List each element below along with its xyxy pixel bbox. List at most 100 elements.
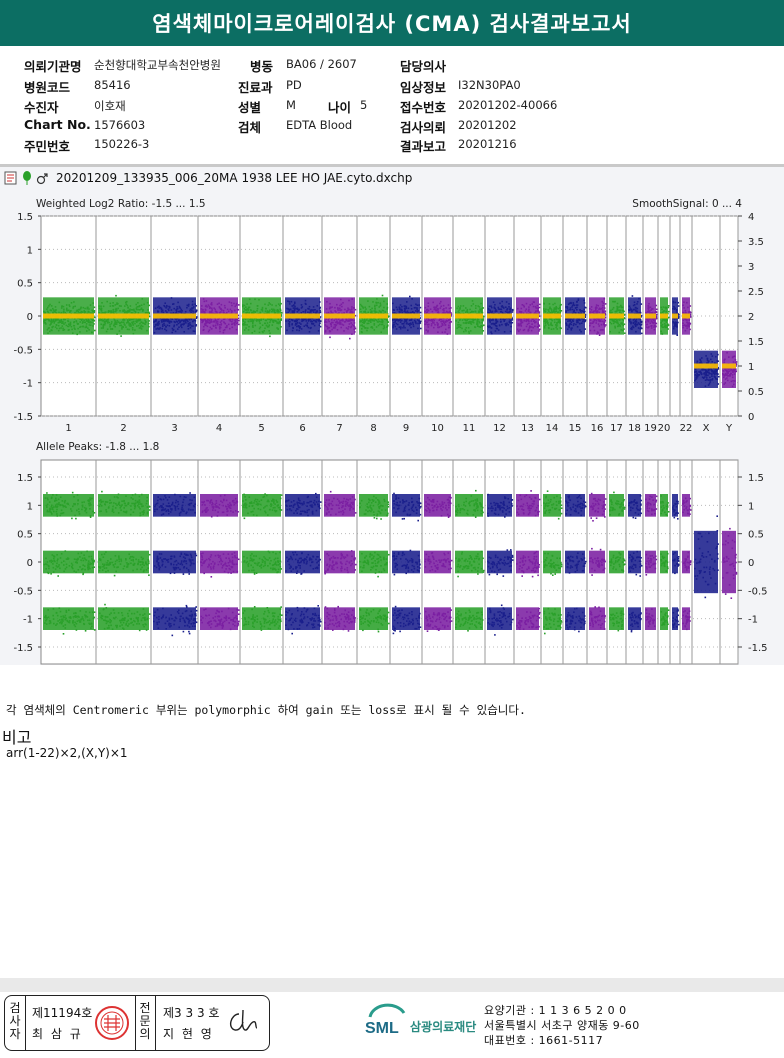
chromosome-label: 12 (493, 423, 506, 434)
ward-label: 병동 (250, 59, 274, 74)
chromosome-label: 8 (370, 423, 376, 434)
sml-logo-text: SML (365, 1020, 399, 1037)
chromosome-label: 9 (403, 423, 409, 434)
chromosome-label: Y (725, 423, 733, 434)
y-tick-label: 0.5 (17, 279, 33, 290)
chart-no-label: Chart No. (24, 117, 91, 132)
patient-info-block: 의뢰기관명 순천향대학교부속천안병원 병동 BA06 / 2607 담당의사 병… (0, 46, 784, 164)
y2-tick-label: -1 (748, 615, 758, 626)
chromosome-label: 17 (610, 423, 623, 434)
chromosome-18-points-2 (628, 494, 643, 633)
clinical-label: 임상정보 (400, 80, 447, 95)
chromosome-label: 10 (431, 423, 444, 434)
y2-tick-label: 0 (748, 558, 754, 569)
chromosome-label: 3 (171, 423, 177, 434)
y-tick-label: -1 (23, 379, 33, 390)
chromosome-12-points-2 (487, 493, 514, 636)
org-name: 삼광의료재단 (410, 1020, 477, 1034)
chromosome-2-points-2 (98, 490, 151, 632)
chromosome-22-points-2 (682, 494, 692, 631)
y-tick-label: -1.5 (13, 412, 33, 423)
male-sex-icon (36, 171, 48, 185)
chromosome-label: 14 (546, 423, 559, 434)
centromere-note: 각 염색체의 Centromeric 부위는 polymorphic 하여 ga… (6, 703, 526, 717)
hospital-code-value: 85416 (94, 78, 131, 92)
green-pin-icon (22, 171, 32, 185)
chromosome-label: 13 (521, 423, 534, 434)
report-date-value: 20201216 (458, 137, 517, 151)
y-tick-label: 0 (27, 312, 33, 323)
cma-charts: 1.510.50-0.5-1-1.543.532.521.510.501.510… (13, 198, 768, 665)
inspector-license: 제11194호 (32, 1006, 93, 1020)
chromosome-label: 20 (658, 423, 671, 434)
specialist-license: 제3 3 3 호 (163, 1006, 220, 1020)
signature-box: 검사자 제11194호 최 삼 규 전문의 제3 3 3 호 지 현 영 (4, 995, 270, 1051)
chromosome-13-points-2 (516, 490, 541, 630)
y2-tick-label: -0.5 (748, 586, 768, 597)
patient-label: 수진자 (24, 100, 59, 115)
chromosome-10-points-2 (424, 494, 453, 632)
chromosome-21-points-2 (672, 494, 680, 630)
chromosome-label: 5 (258, 423, 264, 434)
institution-label: 의뢰기관명 (24, 59, 82, 74)
y2-tick-label: 1.5 (748, 337, 764, 348)
age-value: 5 (360, 98, 368, 112)
section-divider (0, 164, 784, 167)
y-tick-label: -1.5 (13, 643, 33, 654)
dept-label: 진료과 (238, 80, 273, 95)
chromosome-label: 1 (65, 423, 71, 434)
institution-value: 순천향대학교부속천안병원 (94, 58, 221, 72)
chromosome-16-points-2 (589, 492, 607, 630)
y2-tick-label: -1.5 (748, 643, 768, 654)
y2-tick-label: 3.5 (748, 237, 764, 248)
ward-value: BA06 / 2607 (286, 57, 357, 71)
sml-logo: SML 삼광의료재단 (364, 1003, 484, 1039)
request-date-label: 검사의뢰 (400, 120, 447, 135)
y-tick-label: 0 (27, 558, 33, 569)
y-tick-label: -0.5 (13, 345, 33, 356)
y2-tick-label: 2 (748, 312, 754, 323)
request-date-value: 20201202 (458, 118, 517, 132)
chromosome-4-points-2 (200, 494, 240, 631)
hospital-code-label: 병원코드 (24, 80, 71, 95)
chromosome-9-points-2 (392, 492, 422, 635)
karyotype-result: arr(1-22)×2,(X,Y)×1 (6, 746, 128, 760)
y-tick-label: -0.5 (13, 586, 33, 597)
y2-tick-label: 2.5 (748, 287, 764, 298)
handwritten-signature (225, 1006, 261, 1042)
official-seal-icon (94, 1005, 130, 1045)
y2-tick-label: 0 (748, 412, 754, 423)
accession-value: 20201202-40066 (458, 98, 558, 112)
specimen-label: 검체 (238, 120, 262, 135)
y-tick-label: 1.5 (17, 473, 33, 484)
inspector-name: 최 삼 규 (32, 1027, 83, 1041)
rrn-label: 주민번호 (24, 139, 71, 154)
inspector-role-label: 검사자 (9, 1001, 21, 1041)
report-title: 염색체마이크로어레이검사 (CMA) 검사결과보고서 (0, 0, 784, 46)
chromosome-file-icon (4, 171, 18, 185)
chromosome-8-points-2 (359, 494, 390, 633)
y2-tick-label: 0.5 (748, 387, 764, 398)
y-tick-label: 0.5 (17, 530, 33, 541)
file-name: 20201209_133935_006_20MA 1938 LEE HO JAE… (56, 171, 413, 185)
chromosome-6-points-2 (285, 492, 322, 635)
chromosome-label: 2 (120, 423, 126, 434)
chromosome-label: 4 (216, 423, 222, 434)
remark-title: 비고 (2, 728, 32, 747)
y-tick-label: 1 (27, 245, 33, 256)
chromosome-X-points-2 (694, 515, 719, 599)
chromosome-label: 16 (591, 423, 604, 434)
chromosome-label: 19 (644, 423, 657, 434)
clinical-value: I32N30PA0 (458, 78, 521, 92)
chromosome-1-points-2 (43, 491, 96, 635)
y-tick-label: 1 (27, 501, 33, 512)
dept-value: PD (286, 78, 302, 92)
chromosome-15-points-2 (565, 494, 587, 633)
y2-tick-label: 0.5 (748, 530, 764, 541)
institution-code: 요양기관 : 1 1 3 6 5 2 0 0 (484, 1004, 627, 1017)
accession-label: 접수번호 (400, 100, 447, 115)
report-date-label: 결과보고 (400, 139, 447, 154)
chromosome-X-points-1 (694, 350, 720, 388)
file-bar: 20201209_133935_006_20MA 1938 LEE HO JAE… (4, 171, 412, 185)
chromosome-11-points-2 (455, 489, 485, 632)
